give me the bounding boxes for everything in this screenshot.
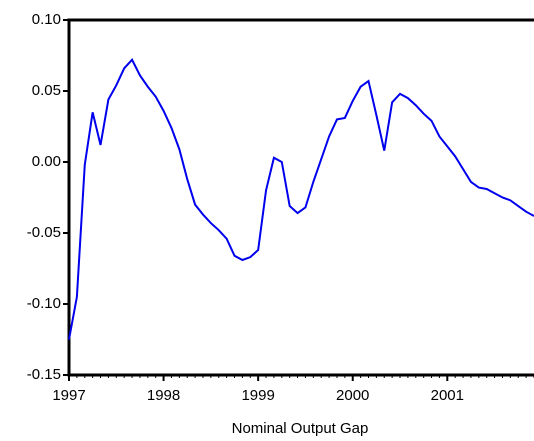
y-tick-label: -0.15 <box>27 366 61 383</box>
x-tick-label: 2000 <box>336 387 369 404</box>
plot-frame <box>67 18 534 377</box>
x-tick-label: 1998 <box>147 387 180 404</box>
x-tick-label: 1997 <box>52 387 85 404</box>
y-tick-label: 0.00 <box>32 153 61 170</box>
chart-title: Nominal Output Gap <box>232 420 369 437</box>
y-tick-label: -0.05 <box>27 224 61 241</box>
x-tick-label: 1999 <box>241 387 274 404</box>
x-tick-label: 2001 <box>431 387 464 404</box>
data-line <box>68 58 534 340</box>
y-tick-label: 0.05 <box>32 82 61 99</box>
y-tick-label: -0.10 <box>27 295 61 312</box>
y-tick-label: 0.10 <box>32 11 61 28</box>
